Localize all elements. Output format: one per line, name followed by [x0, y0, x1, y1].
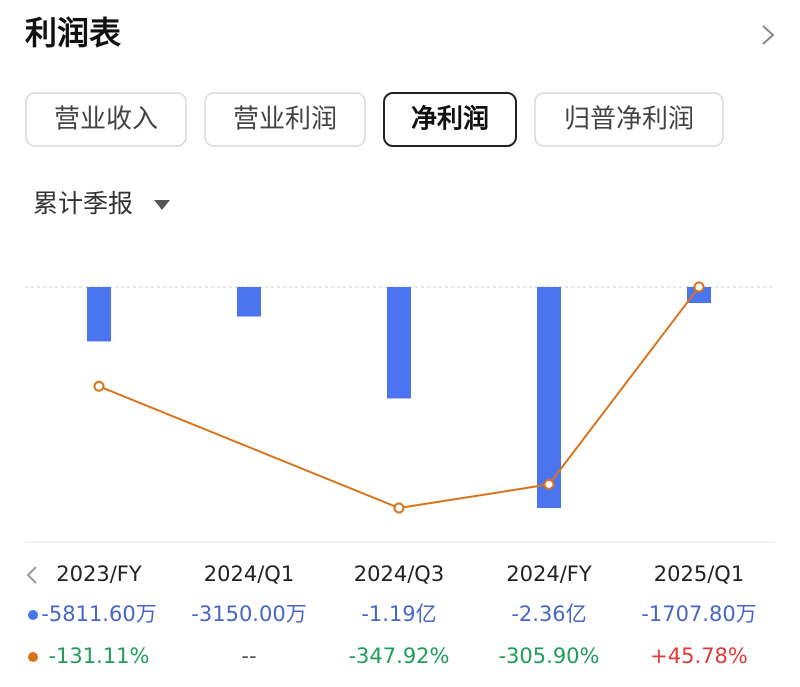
- line-segment: [398, 483, 550, 509]
- line-point: [543, 478, 555, 490]
- line-segment: [548, 286, 700, 486]
- bar-value-label: -1.19亿: [361, 602, 436, 626]
- bar: [687, 287, 711, 303]
- line-value-label: -305.90%: [498, 644, 599, 668]
- tab-label[interactable]: 净利润: [411, 104, 489, 135]
- tab-label[interactable]: 营业利润: [233, 105, 337, 135]
- period-selector[interactable]: 累计季报: [33, 189, 133, 218]
- tab[interactable]: [204, 92, 366, 147]
- dropdown-icon[interactable]: [154, 200, 170, 210]
- x-tick-label: 2025/Q1: [654, 562, 744, 586]
- bar: [537, 287, 561, 508]
- scroll-left[interactable]: [26, 566, 37, 584]
- title: 利润表: [25, 14, 121, 52]
- bar-value-label: -2.36亿: [511, 602, 586, 626]
- legend-dot: [28, 610, 38, 620]
- tab[interactable]: [383, 92, 517, 147]
- line-point: [693, 281, 705, 293]
- x-tick-label: 2023/FY: [56, 562, 142, 586]
- line-value-label: -347.92%: [348, 644, 449, 668]
- legend-dot: [28, 652, 38, 662]
- tab-label[interactable]: 归普净利润: [564, 105, 694, 135]
- bar: [387, 287, 411, 399]
- bar-value-label: -1707.80万: [641, 602, 756, 626]
- bar-value-label: -3150.00万: [191, 602, 306, 626]
- line-segment: [98, 385, 400, 509]
- tab-label[interactable]: 营业收入: [54, 105, 158, 135]
- x-tick-label: 2024/Q1: [204, 562, 294, 586]
- line-value-label: +45.78%: [650, 644, 748, 668]
- x-tick-label: 2024/FY: [506, 562, 592, 586]
- bar-value-label: -5811.60万: [41, 602, 156, 626]
- line-point: [393, 502, 405, 514]
- line-value-label: --: [241, 644, 256, 668]
- x-tick-label: 2024/Q3: [354, 562, 444, 586]
- more-arrow[interactable]: [762, 25, 775, 45]
- tab[interactable]: [25, 92, 187, 147]
- tab[interactable]: [534, 92, 724, 147]
- line-value-label: -131.11%: [48, 644, 149, 668]
- bar: [237, 287, 261, 317]
- bar: [87, 287, 111, 342]
- line-point: [93, 380, 105, 392]
